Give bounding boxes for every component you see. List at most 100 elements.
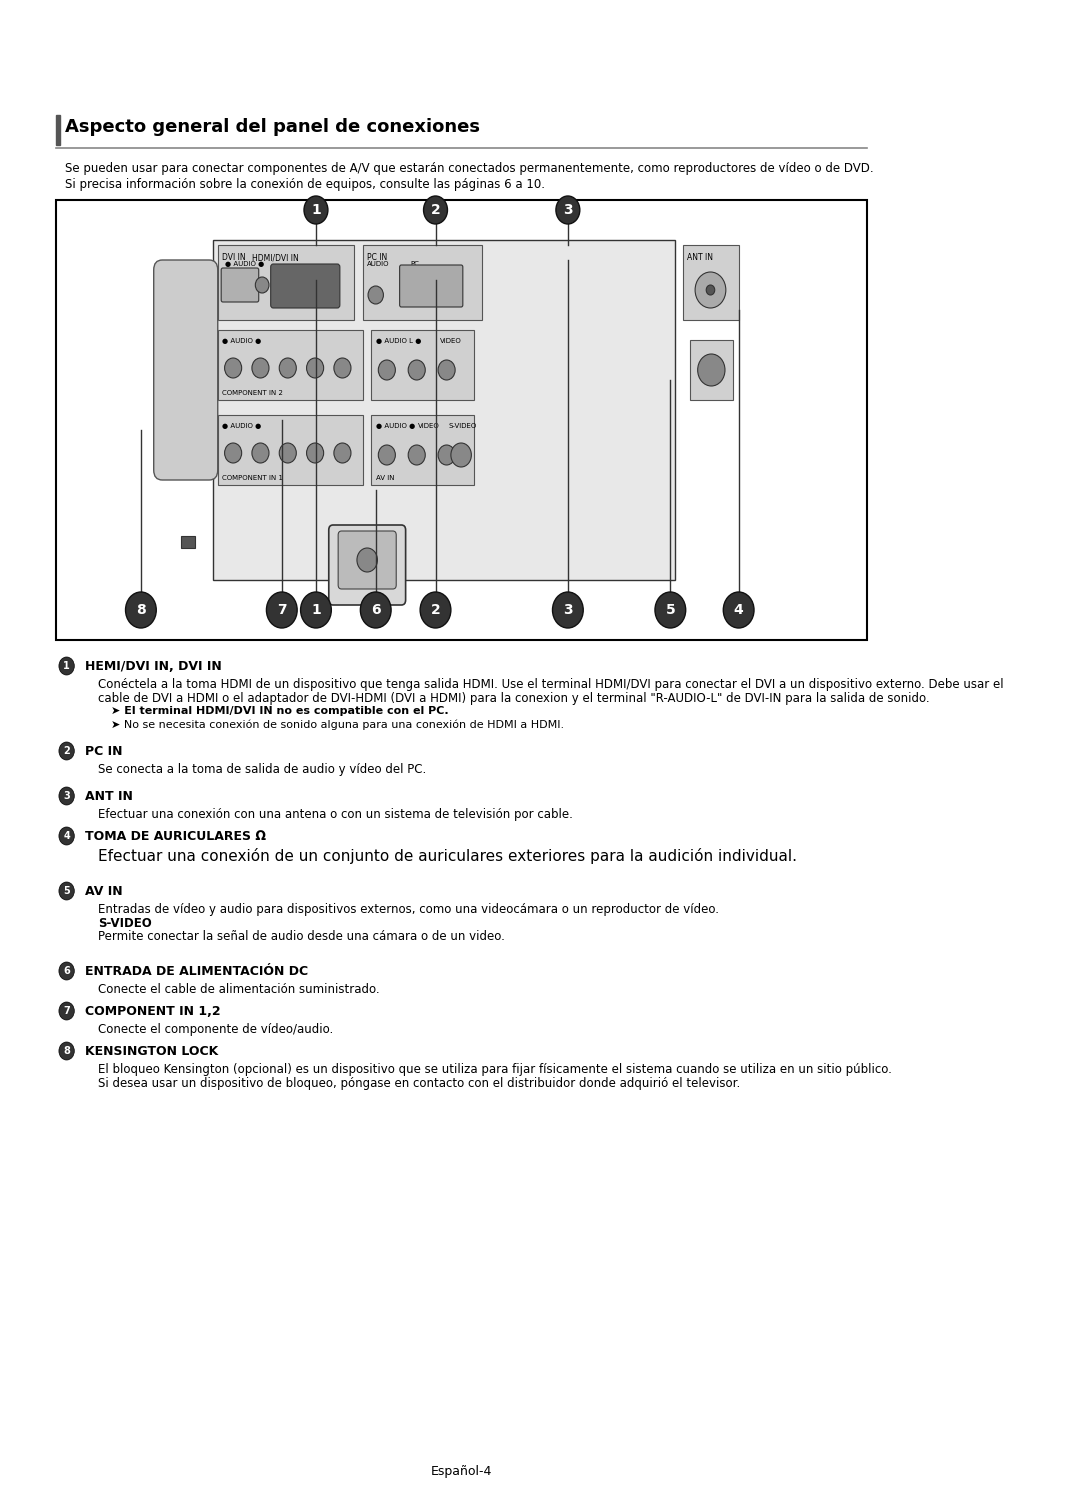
Text: AUDIO: AUDIO <box>367 262 390 268</box>
Text: ● AUDIO ●: ● AUDIO ● <box>222 338 261 344</box>
Text: El bloqueo Kensington (opcional) es un dispositivo que se utiliza para fijar fís: El bloqueo Kensington (opcional) es un d… <box>98 1063 892 1076</box>
Circle shape <box>654 592 686 628</box>
Circle shape <box>698 355 725 386</box>
Bar <box>214 240 675 580</box>
Text: AV IN: AV IN <box>376 475 394 481</box>
Circle shape <box>420 592 450 628</box>
Text: 4: 4 <box>64 831 70 842</box>
Circle shape <box>556 195 580 224</box>
Circle shape <box>252 443 269 463</box>
FancyBboxPatch shape <box>338 531 396 589</box>
Text: PC IN: PC IN <box>85 745 123 758</box>
Circle shape <box>300 592 332 628</box>
Text: VIDEO: VIDEO <box>418 422 441 428</box>
Text: KENSINGTON LOCK: KENSINGTON LOCK <box>85 1045 218 1058</box>
Text: Se pueden usar para conectar componentes de A/V que estarán conectados permanent: Se pueden usar para conectar componentes… <box>65 162 874 174</box>
Circle shape <box>361 592 391 628</box>
Text: COMPONENT IN 2: COMPONENT IN 2 <box>222 389 283 395</box>
Circle shape <box>125 592 157 628</box>
Text: 2: 2 <box>431 203 441 216</box>
Text: Si desea usar un dispositivo de bloqueo, póngase en contacto con el distribuidor: Si desea usar un dispositivo de bloqueo,… <box>98 1078 741 1090</box>
Circle shape <box>280 358 296 377</box>
Circle shape <box>334 358 351 377</box>
Text: 1: 1 <box>311 203 321 216</box>
Text: Permite conectar la señal de audio desde una cámara o de un video.: Permite conectar la señal de audio desde… <box>98 930 505 942</box>
Text: PC IN: PC IN <box>367 253 388 262</box>
Text: ● AUDIO ●: ● AUDIO ● <box>222 422 261 428</box>
Text: HDMI/DVI IN: HDMI/DVI IN <box>252 253 299 262</box>
Circle shape <box>280 443 296 463</box>
Text: ● AUDIO ●: ● AUDIO ● <box>376 422 415 428</box>
Circle shape <box>303 195 328 224</box>
FancyBboxPatch shape <box>153 260 218 479</box>
Circle shape <box>59 1042 75 1060</box>
Circle shape <box>378 361 395 380</box>
Text: COMPONENT IN 1: COMPONENT IN 1 <box>222 475 283 481</box>
Circle shape <box>724 592 754 628</box>
Circle shape <box>438 361 455 380</box>
Text: DVI IN: DVI IN <box>222 253 245 262</box>
Bar <box>218 245 354 320</box>
Text: 3: 3 <box>64 791 70 801</box>
Bar <box>181 537 194 549</box>
Text: TOMA DE AURICULARES Ω: TOMA DE AURICULARES Ω <box>85 830 267 843</box>
Text: ANT IN: ANT IN <box>687 253 714 262</box>
Text: Conecte el cable de alimentación suministrado.: Conecte el cable de alimentación suminis… <box>98 983 380 996</box>
Text: 1: 1 <box>64 661 70 670</box>
Text: Si precisa información sobre la conexión de equipos, consulte las páginas 6 a 10: Si precisa información sobre la conexión… <box>65 177 545 191</box>
Circle shape <box>255 277 269 293</box>
Circle shape <box>59 827 75 845</box>
Circle shape <box>225 443 242 463</box>
Circle shape <box>408 445 426 464</box>
Text: ANT IN: ANT IN <box>85 791 133 803</box>
Circle shape <box>59 1003 75 1021</box>
Circle shape <box>59 962 75 980</box>
Text: ● AUDIO ●: ● AUDIO ● <box>225 262 264 268</box>
Text: 4: 4 <box>733 603 743 618</box>
Text: Entradas de vídeo y audio para dispositivos externos, como una videocámara o un : Entradas de vídeo y audio para dispositi… <box>98 903 719 915</box>
Circle shape <box>267 592 297 628</box>
Text: 5: 5 <box>665 603 675 618</box>
Circle shape <box>450 443 471 467</box>
Text: AV IN: AV IN <box>85 885 123 897</box>
Text: 3: 3 <box>563 203 572 216</box>
Text: 6: 6 <box>64 966 70 975</box>
Text: ENTRADA DE ALIMENTACIÓN DC: ENTRADA DE ALIMENTACIÓN DC <box>85 965 309 978</box>
Text: 8: 8 <box>63 1046 70 1057</box>
Circle shape <box>408 361 426 380</box>
Text: Aspecto general del panel de conexiones: Aspecto general del panel de conexiones <box>65 119 480 135</box>
Circle shape <box>357 549 377 573</box>
Circle shape <box>307 443 324 463</box>
Text: HEMI/DVI IN, DVI IN: HEMI/DVI IN, DVI IN <box>85 660 222 673</box>
Bar <box>372 331 474 400</box>
Circle shape <box>696 272 726 308</box>
Bar <box>55 200 867 640</box>
Text: ● AUDIO L ●: ● AUDIO L ● <box>376 338 421 344</box>
Text: Efectuar una conexión de un conjunto de auriculares exteriores para la audición : Efectuar una conexión de un conjunto de … <box>98 848 797 864</box>
Bar <box>218 331 363 400</box>
Bar <box>218 415 363 485</box>
Circle shape <box>706 286 715 295</box>
Circle shape <box>368 286 383 304</box>
Text: 6: 6 <box>370 603 380 618</box>
Bar <box>55 116 59 144</box>
Text: Efectuar una conexión con una antena o con un sistema de televisión por cable.: Efectuar una conexión con una antena o c… <box>98 809 573 821</box>
Text: Español-4: Español-4 <box>431 1465 491 1477</box>
Text: ➤ No se necesita conexión de sonido alguna para una conexión de HDMI a HDMI.: ➤ No se necesita conexión de sonido algu… <box>111 718 564 729</box>
Circle shape <box>553 592 583 628</box>
Circle shape <box>334 443 351 463</box>
Text: 3: 3 <box>563 603 572 618</box>
Circle shape <box>438 445 455 464</box>
Circle shape <box>252 358 269 377</box>
Circle shape <box>59 742 75 761</box>
FancyBboxPatch shape <box>221 268 259 302</box>
Text: 7: 7 <box>64 1006 70 1016</box>
FancyBboxPatch shape <box>271 265 340 308</box>
Circle shape <box>59 882 75 900</box>
Bar <box>372 415 474 485</box>
Text: Se conecta a la toma de salida de audio y vídeo del PC.: Se conecta a la toma de salida de audio … <box>98 764 427 776</box>
Text: 8: 8 <box>136 603 146 618</box>
Bar <box>684 245 739 320</box>
Text: Conéctela a la toma HDMI de un dispositivo que tenga salida HDMI. Use el termina: Conéctela a la toma HDMI de un dispositi… <box>98 678 1003 691</box>
Text: 2: 2 <box>431 603 441 618</box>
